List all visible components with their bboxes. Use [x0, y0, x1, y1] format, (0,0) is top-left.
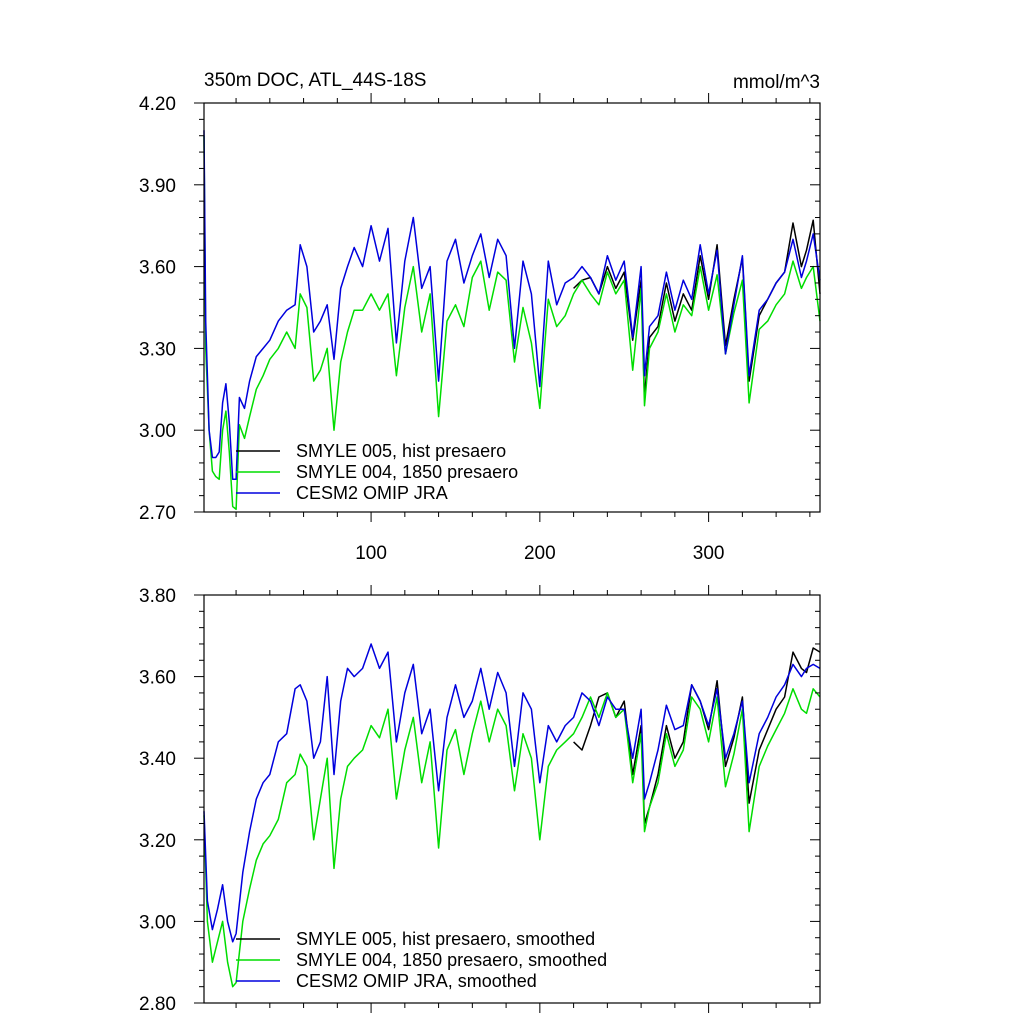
- y-tick-label: 3.00: [139, 421, 176, 442]
- series-line-1: [203, 688, 821, 988]
- data-series-group: [203, 643, 821, 988]
- y-tick-label: 3.90: [139, 176, 176, 197]
- y-tick-label: 4.20: [139, 94, 176, 115]
- legend: SMYLE 005, hist presaero, smoothedSMYLE …: [236, 929, 607, 991]
- legend-label-0: SMYLE 005, hist presaero: [296, 441, 506, 461]
- chart-title: 350m DOC, ATL_44S-18S: [204, 70, 426, 91]
- y-tick-label: 3.60: [139, 668, 176, 689]
- panel-top: 350m DOC, ATL_44S-18S mmol/m^3 2.70 3.00 3…: [139, 70, 821, 564]
- plot-border: [203, 594, 821, 1004]
- units-label: mmol/m^3: [733, 72, 820, 93]
- series-line-2: [203, 643, 821, 943]
- y-tick-label: 3.20: [139, 831, 176, 852]
- plot-border: [203, 102, 821, 513]
- legend-label-1: SMYLE 004, 1850 presaero, smoothed: [296, 950, 607, 970]
- legend-label-2: CESM2 OMIP JRA: [296, 483, 448, 503]
- legend-label-2: CESM2 OMIP JRA, smoothed: [296, 971, 537, 991]
- legend-label-0: SMYLE 005, hist presaero, smoothed: [296, 929, 595, 949]
- panel-bottom: 2.80 3.00 3.20 3.40 3.60 3.80 SMYLE 005, hist…: [139, 585, 821, 1015]
- series-line-1: [203, 135, 821, 511]
- series-line-2: [203, 130, 821, 481]
- series-line-0: [573, 219, 821, 399]
- series-line-0: [573, 647, 821, 825]
- y-tick-label: 3.60: [139, 258, 176, 279]
- y-tick-label: 2.80: [139, 994, 176, 1015]
- plot-frame: [203, 594, 821, 1004]
- y-tick-label: 3.30: [139, 339, 176, 360]
- y-tick-label: 2.70: [139, 503, 176, 524]
- y-tick-label: 3.40: [139, 749, 176, 770]
- plot-frame: [203, 102, 821, 513]
- axis-ticks: 2.70 3.00 3.30 3.60 3.90 4.20 100 200 300: [139, 93, 820, 564]
- data-series-group: [203, 130, 821, 511]
- axis-ticks: 2.80 3.00 3.20 3.40 3.60 3.80: [139, 585, 820, 1015]
- y-tick-label: 3.80: [139, 586, 176, 607]
- x-tick-label: 100: [355, 543, 387, 564]
- x-tick-label: 200: [524, 543, 556, 564]
- x-tick-label: 300: [693, 543, 725, 564]
- legend-label-1: SMYLE 004, 1850 presaero: [296, 462, 518, 482]
- y-tick-label: 3.00: [139, 912, 176, 933]
